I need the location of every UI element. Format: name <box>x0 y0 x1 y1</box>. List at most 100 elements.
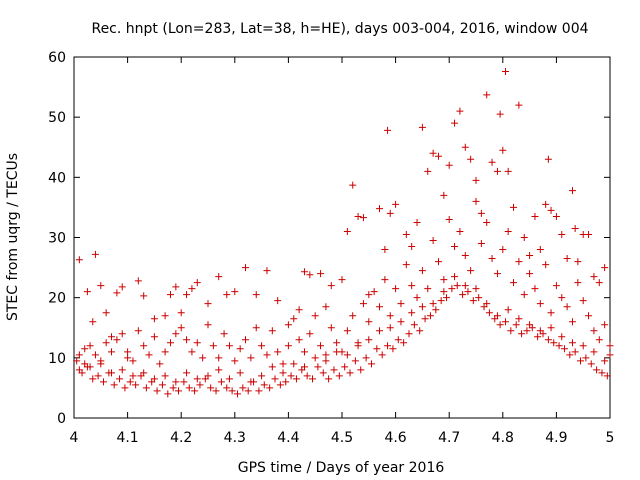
data-point <box>78 369 86 377</box>
data-point <box>247 378 255 386</box>
data-point <box>499 146 507 154</box>
data-point <box>424 285 432 293</box>
data-point <box>349 312 357 320</box>
data-point <box>424 167 432 175</box>
y-tick-label: 0 <box>57 411 66 427</box>
data-point <box>295 336 303 344</box>
data-point <box>188 285 196 293</box>
y-axis-label: STEC from uqrg / TECUs <box>5 153 21 321</box>
data-point <box>386 209 394 217</box>
data-point <box>496 110 504 118</box>
data-point <box>568 318 576 326</box>
data-point <box>434 152 442 160</box>
data-point <box>207 384 215 392</box>
data-point <box>507 327 515 335</box>
data-point <box>228 387 236 395</box>
data-point <box>158 381 166 389</box>
data-point <box>295 306 303 314</box>
data-point <box>126 378 134 386</box>
data-point <box>81 345 89 353</box>
data-point <box>510 203 518 211</box>
data-point <box>260 381 268 389</box>
data-point <box>161 372 169 380</box>
data-point <box>279 369 287 377</box>
data-point <box>552 282 560 290</box>
data-point <box>418 123 426 131</box>
data-point <box>322 351 330 359</box>
data-point <box>134 277 142 285</box>
data-point <box>520 291 528 299</box>
data-point <box>306 271 314 279</box>
data-point <box>472 197 480 205</box>
data-point <box>440 191 448 199</box>
data-point <box>134 327 142 335</box>
data-point <box>177 309 185 317</box>
data-point <box>477 240 485 248</box>
data-point <box>475 294 483 302</box>
data-point <box>279 360 287 368</box>
data-point <box>590 327 598 335</box>
data-point <box>266 384 274 392</box>
data-point <box>501 318 509 326</box>
data-point <box>209 342 217 350</box>
data-point <box>252 291 260 299</box>
data-point <box>394 336 402 344</box>
data-point <box>300 268 308 276</box>
x-tick-label: 4.1 <box>116 430 138 446</box>
data-point <box>274 297 282 305</box>
data-point <box>453 282 461 290</box>
data-point <box>309 375 317 383</box>
data-point <box>483 91 491 99</box>
data-point <box>568 187 576 195</box>
data-series <box>73 67 614 398</box>
data-point <box>300 348 308 356</box>
data-point <box>544 336 552 344</box>
data-point <box>247 354 255 362</box>
data-point <box>287 372 295 380</box>
data-point <box>555 342 563 350</box>
data-point <box>472 176 480 184</box>
data-point <box>346 369 354 377</box>
data-point <box>598 369 606 377</box>
data-point <box>381 246 389 254</box>
data-point <box>515 315 523 323</box>
data-point <box>354 339 362 347</box>
data-point <box>510 279 518 287</box>
data-point <box>83 288 91 296</box>
data-point <box>303 372 311 380</box>
data-point <box>426 312 434 320</box>
data-point <box>223 291 231 299</box>
data-point <box>461 252 469 260</box>
data-point <box>577 357 585 365</box>
data-point <box>180 378 188 386</box>
data-point <box>132 381 140 389</box>
data-point <box>86 342 94 350</box>
data-point <box>547 324 555 332</box>
data-point <box>188 348 196 356</box>
data-point <box>585 312 593 320</box>
data-point <box>523 327 531 335</box>
data-point <box>488 158 496 166</box>
data-point <box>493 270 501 278</box>
data-point <box>314 363 322 371</box>
data-point <box>161 312 169 320</box>
data-point <box>451 273 459 281</box>
data-point <box>282 378 290 386</box>
data-point <box>440 276 448 284</box>
data-point <box>421 315 429 323</box>
data-point <box>75 351 83 359</box>
data-point <box>231 357 239 365</box>
data-point <box>365 291 373 299</box>
x-tick-label: 4.7 <box>438 430 460 446</box>
data-point <box>166 339 174 347</box>
data-point <box>255 387 263 395</box>
data-point <box>300 363 308 371</box>
data-point <box>392 285 400 293</box>
data-point <box>483 300 491 308</box>
data-point <box>351 357 359 365</box>
data-point <box>99 378 107 386</box>
data-point <box>172 378 180 386</box>
data-point <box>493 312 501 320</box>
data-point <box>408 243 416 251</box>
data-point <box>199 354 207 362</box>
